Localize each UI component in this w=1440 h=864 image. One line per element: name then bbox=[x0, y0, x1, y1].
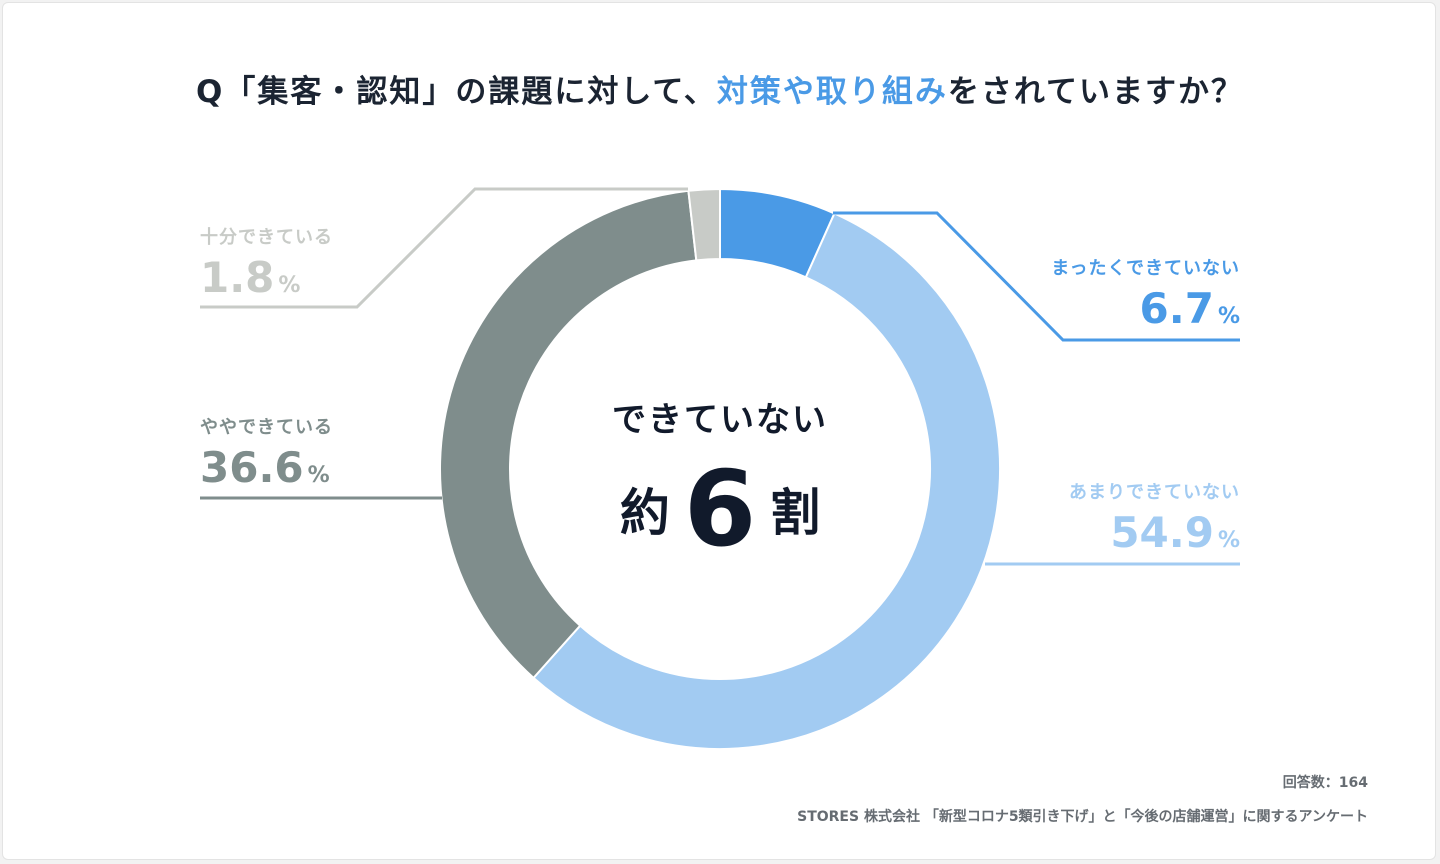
center-word-about: 約 bbox=[619, 484, 670, 542]
slice-juubun bbox=[687, 187, 721, 262]
source-note: STORES 株式会社 「新型コロナ5類引き下げ」と「今後の店舗運営」に関するア… bbox=[797, 809, 1368, 825]
label-mattaku-category: まったくできていない bbox=[1051, 258, 1240, 279]
label-amari-category: あまりできていない bbox=[1069, 482, 1240, 503]
title-prefix: Q「集客・認知」の課題に対して、 bbox=[196, 74, 717, 110]
label-yaya: ややできている 36.6% bbox=[200, 413, 333, 499]
title-highlight: 対策や取り組み bbox=[716, 74, 948, 110]
label-amari: あまりできていない 54.9% bbox=[1069, 478, 1240, 564]
label-mattaku: まったくできていない 6.7% bbox=[1051, 254, 1240, 340]
label-juubun-value-row: 1.8% bbox=[200, 255, 333, 309]
leader-line-juubun bbox=[200, 187, 688, 309]
label-juubun-unit: % bbox=[278, 273, 301, 298]
label-mattaku-value-row: 6.7% bbox=[1051, 286, 1240, 340]
label-juubun-category: 十分できている bbox=[200, 227, 333, 248]
label-juubun: 十分できている 1.8% bbox=[200, 223, 333, 309]
center-caption: できていない bbox=[612, 400, 828, 440]
label-yaya-value: 36.6 bbox=[200, 443, 304, 492]
label-mattaku-value: 6.7 bbox=[1139, 284, 1214, 333]
center-word-wari: 割 bbox=[770, 484, 821, 542]
donut-slices bbox=[439, 187, 1001, 750]
slice-yaya bbox=[439, 189, 698, 680]
center-number: 6 bbox=[683, 448, 757, 570]
label-amari-unit: % bbox=[1217, 528, 1240, 553]
label-yaya-unit: % bbox=[307, 463, 330, 488]
slice-amari bbox=[532, 212, 1001, 750]
respondent-count: 回答数：164 bbox=[1282, 775, 1368, 791]
label-mattaku-unit: % bbox=[1217, 304, 1240, 329]
leader-line-mattaku bbox=[833, 211, 1240, 342]
title-suffix: をされていますか？ bbox=[947, 74, 1244, 110]
label-juubun-value: 1.8 bbox=[200, 253, 275, 302]
label-yaya-value-row: 36.6% bbox=[200, 445, 333, 499]
label-amari-value-row: 54.9% bbox=[1069, 510, 1240, 564]
label-yaya-category: ややできている bbox=[200, 417, 333, 438]
leader-lines bbox=[200, 187, 1240, 566]
chart-title: Q「集客・認知」の課題に対して、対策や取り組みをされていますか？ bbox=[0, 66, 1440, 111]
label-amari-value: 54.9 bbox=[1110, 508, 1214, 557]
